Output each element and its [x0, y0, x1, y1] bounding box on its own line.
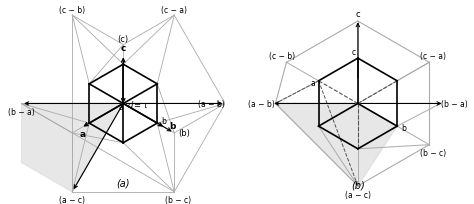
Text: (b − c): (b − c) [165, 195, 191, 204]
Text: (b − c): (b − c) [420, 148, 446, 157]
Text: (c − b): (c − b) [59, 6, 85, 15]
Text: (c − a): (c − a) [420, 51, 446, 60]
Text: $\mathbf{c}$: $\mathbf{c}$ [120, 44, 127, 53]
Text: b: b [161, 116, 166, 125]
Text: $\mathbf{b}$: $\mathbf{b}$ [169, 119, 177, 130]
Text: (a − c): (a − c) [59, 195, 85, 204]
Polygon shape [275, 104, 397, 186]
Text: a: a [119, 103, 124, 112]
Text: c: c [352, 48, 356, 57]
Text: (a − c): (a − c) [345, 190, 371, 199]
Text: c: c [356, 10, 360, 19]
Text: (b − a): (b − a) [441, 100, 467, 109]
Text: (b): (b) [351, 180, 365, 190]
Text: $\mathbf{a}$: $\mathbf{a}$ [79, 129, 86, 138]
Text: (a − b): (a − b) [198, 100, 225, 109]
Text: (b): (b) [178, 129, 190, 138]
Text: $d = \tau$: $d = \tau$ [127, 99, 150, 109]
Text: a: a [311, 78, 316, 87]
Text: (c): (c) [118, 35, 129, 44]
Text: b: b [401, 123, 406, 132]
Text: (a − b): (a − b) [248, 100, 275, 109]
Polygon shape [21, 104, 123, 192]
Text: (c − a): (c − a) [161, 6, 187, 15]
Text: (b − a): (b − a) [8, 107, 35, 116]
Text: (a): (a) [117, 178, 130, 188]
Text: (c − b): (c − b) [270, 51, 296, 60]
